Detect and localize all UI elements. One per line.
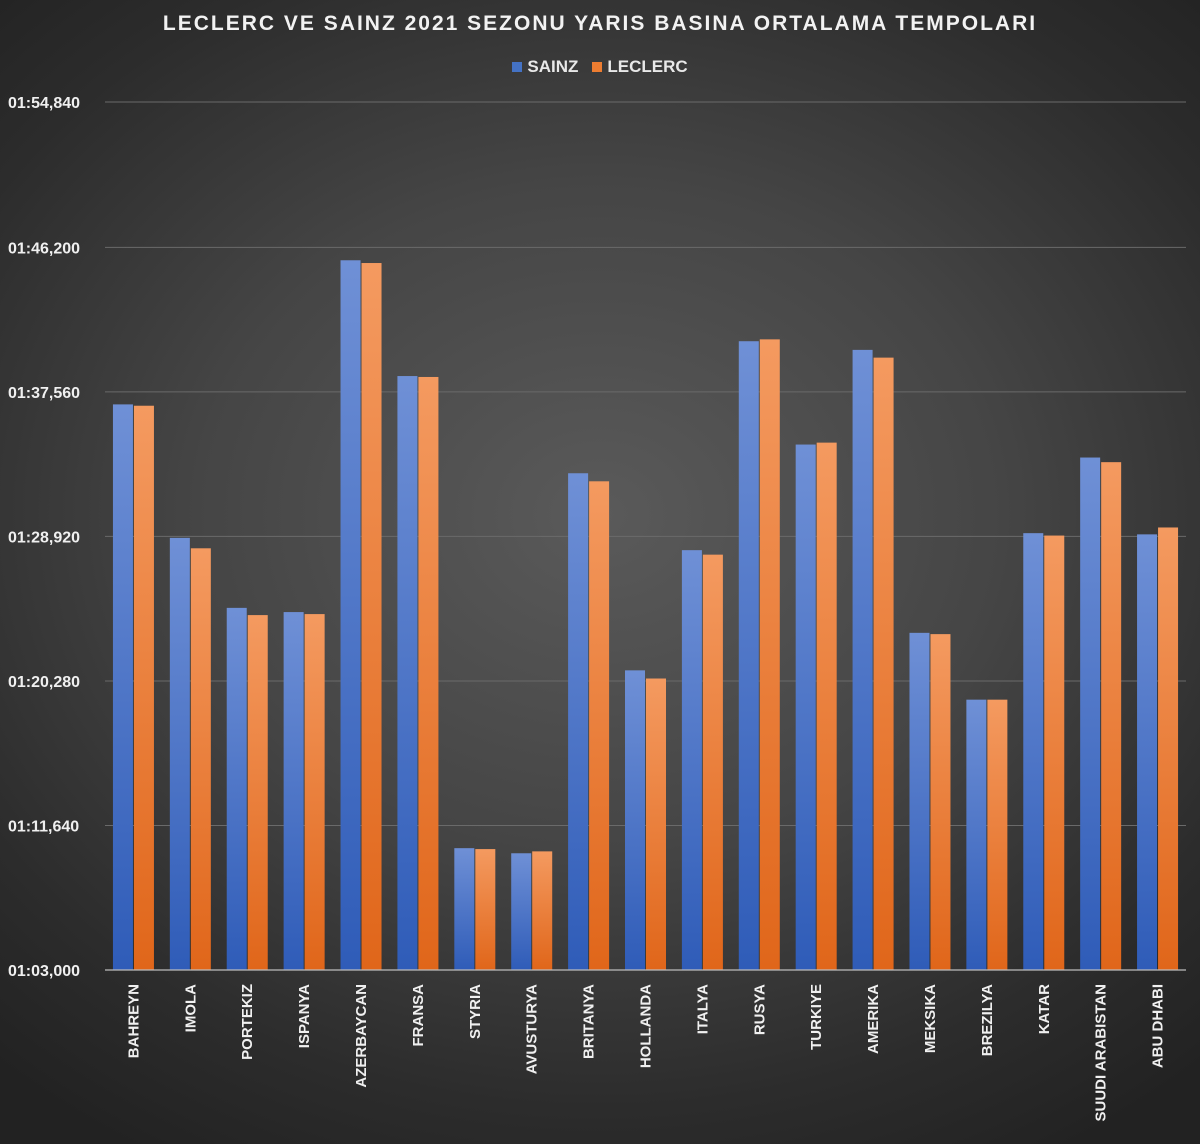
bar-sainz-brezilya[interactable] [966, 699, 987, 970]
x-tick-label: TURKIYE [808, 984, 825, 1050]
bar-leclerc-bahreyn[interactable] [133, 405, 154, 970]
x-tick-label: BREZILYA [979, 984, 996, 1056]
bar-leclerc-azerbaycan[interactable] [361, 263, 382, 970]
bar-leclerc-brezilya[interactable] [987, 699, 1008, 970]
bar-leclerc-ispanya[interactable] [304, 614, 325, 970]
y-tick-label: 01:03,000 [8, 963, 80, 980]
bar-sainz-fransa[interactable] [397, 376, 418, 971]
bar-sainz-azerbaycan[interactable] [340, 260, 361, 970]
x-tick-label: IMOLA [182, 984, 199, 1032]
x-tick-label: ABU DHABI [1150, 984, 1167, 1068]
y-tick-label: 01:28,920 [8, 529, 80, 546]
bar-leclerc-turkiye[interactable] [816, 442, 837, 970]
bar-sainz-imola[interactable] [169, 537, 190, 970]
x-tick-label: AZERBAYCAN [353, 984, 370, 1088]
x-tick-label: RUSYA [751, 984, 768, 1035]
x-tick-label: ITALYA [694, 984, 711, 1034]
bar-leclerc-rusya[interactable] [759, 339, 780, 971]
x-tick-label: BRITANYA [581, 984, 598, 1059]
y-tick-label: 01:46,200 [8, 240, 80, 257]
bar-leclerc-suudi-arabistan[interactable] [1101, 462, 1122, 970]
bar-sainz-suudi-arabistan[interactable] [1080, 457, 1101, 971]
bar-sainz-turkiye[interactable] [795, 444, 816, 971]
bar-sainz-rusya[interactable] [738, 341, 759, 971]
x-tick-label: STYRIA [467, 984, 484, 1039]
x-tick-label: MEKSIKA [922, 984, 939, 1053]
bars [112, 260, 1179, 971]
x-axis-ticks: BAHREYN IMOLA PORTEKIZ ISPANYA AZERBAYCAN FRA… [125, 984, 1166, 1122]
x-tick-label: KATAR [1036, 984, 1053, 1034]
bar-sainz-britanya[interactable] [568, 473, 589, 970]
y-axis-ticks: 01:03,000 01:11,640 01:20,280 01:28,920 01:3… [8, 95, 80, 980]
x-tick-label: SUUDI ARABISTAN [1093, 984, 1110, 1122]
bar-sainz-katar[interactable] [1023, 533, 1044, 970]
x-tick-label: AVUSTURYA [524, 984, 541, 1074]
bar-leclerc-abu-dhabi[interactable] [1158, 527, 1179, 970]
chart-title: LECLERC VE SAINZ 2021 SEZONU YARIS BASIN… [162, 12, 1038, 35]
bar-sainz-meksika[interactable] [909, 632, 930, 970]
legend-item-leclerc[interactable]: LECLERC [592, 57, 688, 77]
bar-sainz-hollanda[interactable] [625, 670, 645, 970]
bar-leclerc-meksika[interactable] [930, 634, 951, 970]
bar-leclerc-amerika[interactable] [873, 357, 894, 970]
legend-label-sainz: SAINZ [527, 57, 579, 76]
bar-leclerc-styria[interactable] [475, 849, 496, 970]
bar-sainz-styria[interactable] [454, 848, 475, 970]
bar-sainz-ispanya[interactable] [283, 612, 304, 970]
x-tick-label: AMERIKA [865, 984, 882, 1054]
bar-sainz-portekiz[interactable] [226, 607, 247, 970]
x-tick-label: ISPANYA [296, 984, 313, 1048]
bar-leclerc-britanya[interactable] [589, 481, 610, 970]
bar-leclerc-avusturya[interactable] [532, 851, 553, 970]
y-tick-label: 01:54,840 [8, 95, 80, 112]
bar-sainz-italya[interactable] [681, 550, 702, 970]
bar-sainz-avusturya[interactable] [511, 853, 532, 970]
bar-leclerc-italya[interactable] [702, 554, 723, 970]
bar-sainz-abu-dhabi[interactable] [1137, 534, 1158, 970]
legend-item-sainz[interactable]: SAINZ [512, 57, 578, 77]
legend-swatch-leclerc [592, 62, 603, 72]
x-tick-label: FRANSA [410, 984, 427, 1047]
y-tick-label: 01:20,280 [8, 674, 80, 691]
x-tick-label: HOLLANDA [638, 984, 655, 1068]
bar-leclerc-hollanda[interactable] [646, 678, 666, 970]
y-tick-label: 01:11,640 [8, 818, 79, 835]
x-tick-label: PORTEKIZ [239, 984, 256, 1060]
bar-sainz-bahreyn[interactable] [112, 404, 133, 971]
bar-leclerc-imola[interactable] [190, 548, 211, 970]
legend: SAINZ LECLERC [0, 57, 1200, 77]
bar-leclerc-fransa[interactable] [418, 376, 439, 970]
legend-label-leclerc: LECLERC [607, 57, 688, 76]
x-tick-label: BAHREYN [125, 984, 142, 1058]
legend-swatch-sainz [512, 62, 523, 72]
bar-leclerc-katar[interactable] [1044, 535, 1065, 970]
bar-leclerc-portekiz[interactable] [247, 615, 268, 970]
y-tick-label: 01:37,560 [8, 385, 80, 402]
bar-sainz-amerika[interactable] [852, 349, 873, 971]
